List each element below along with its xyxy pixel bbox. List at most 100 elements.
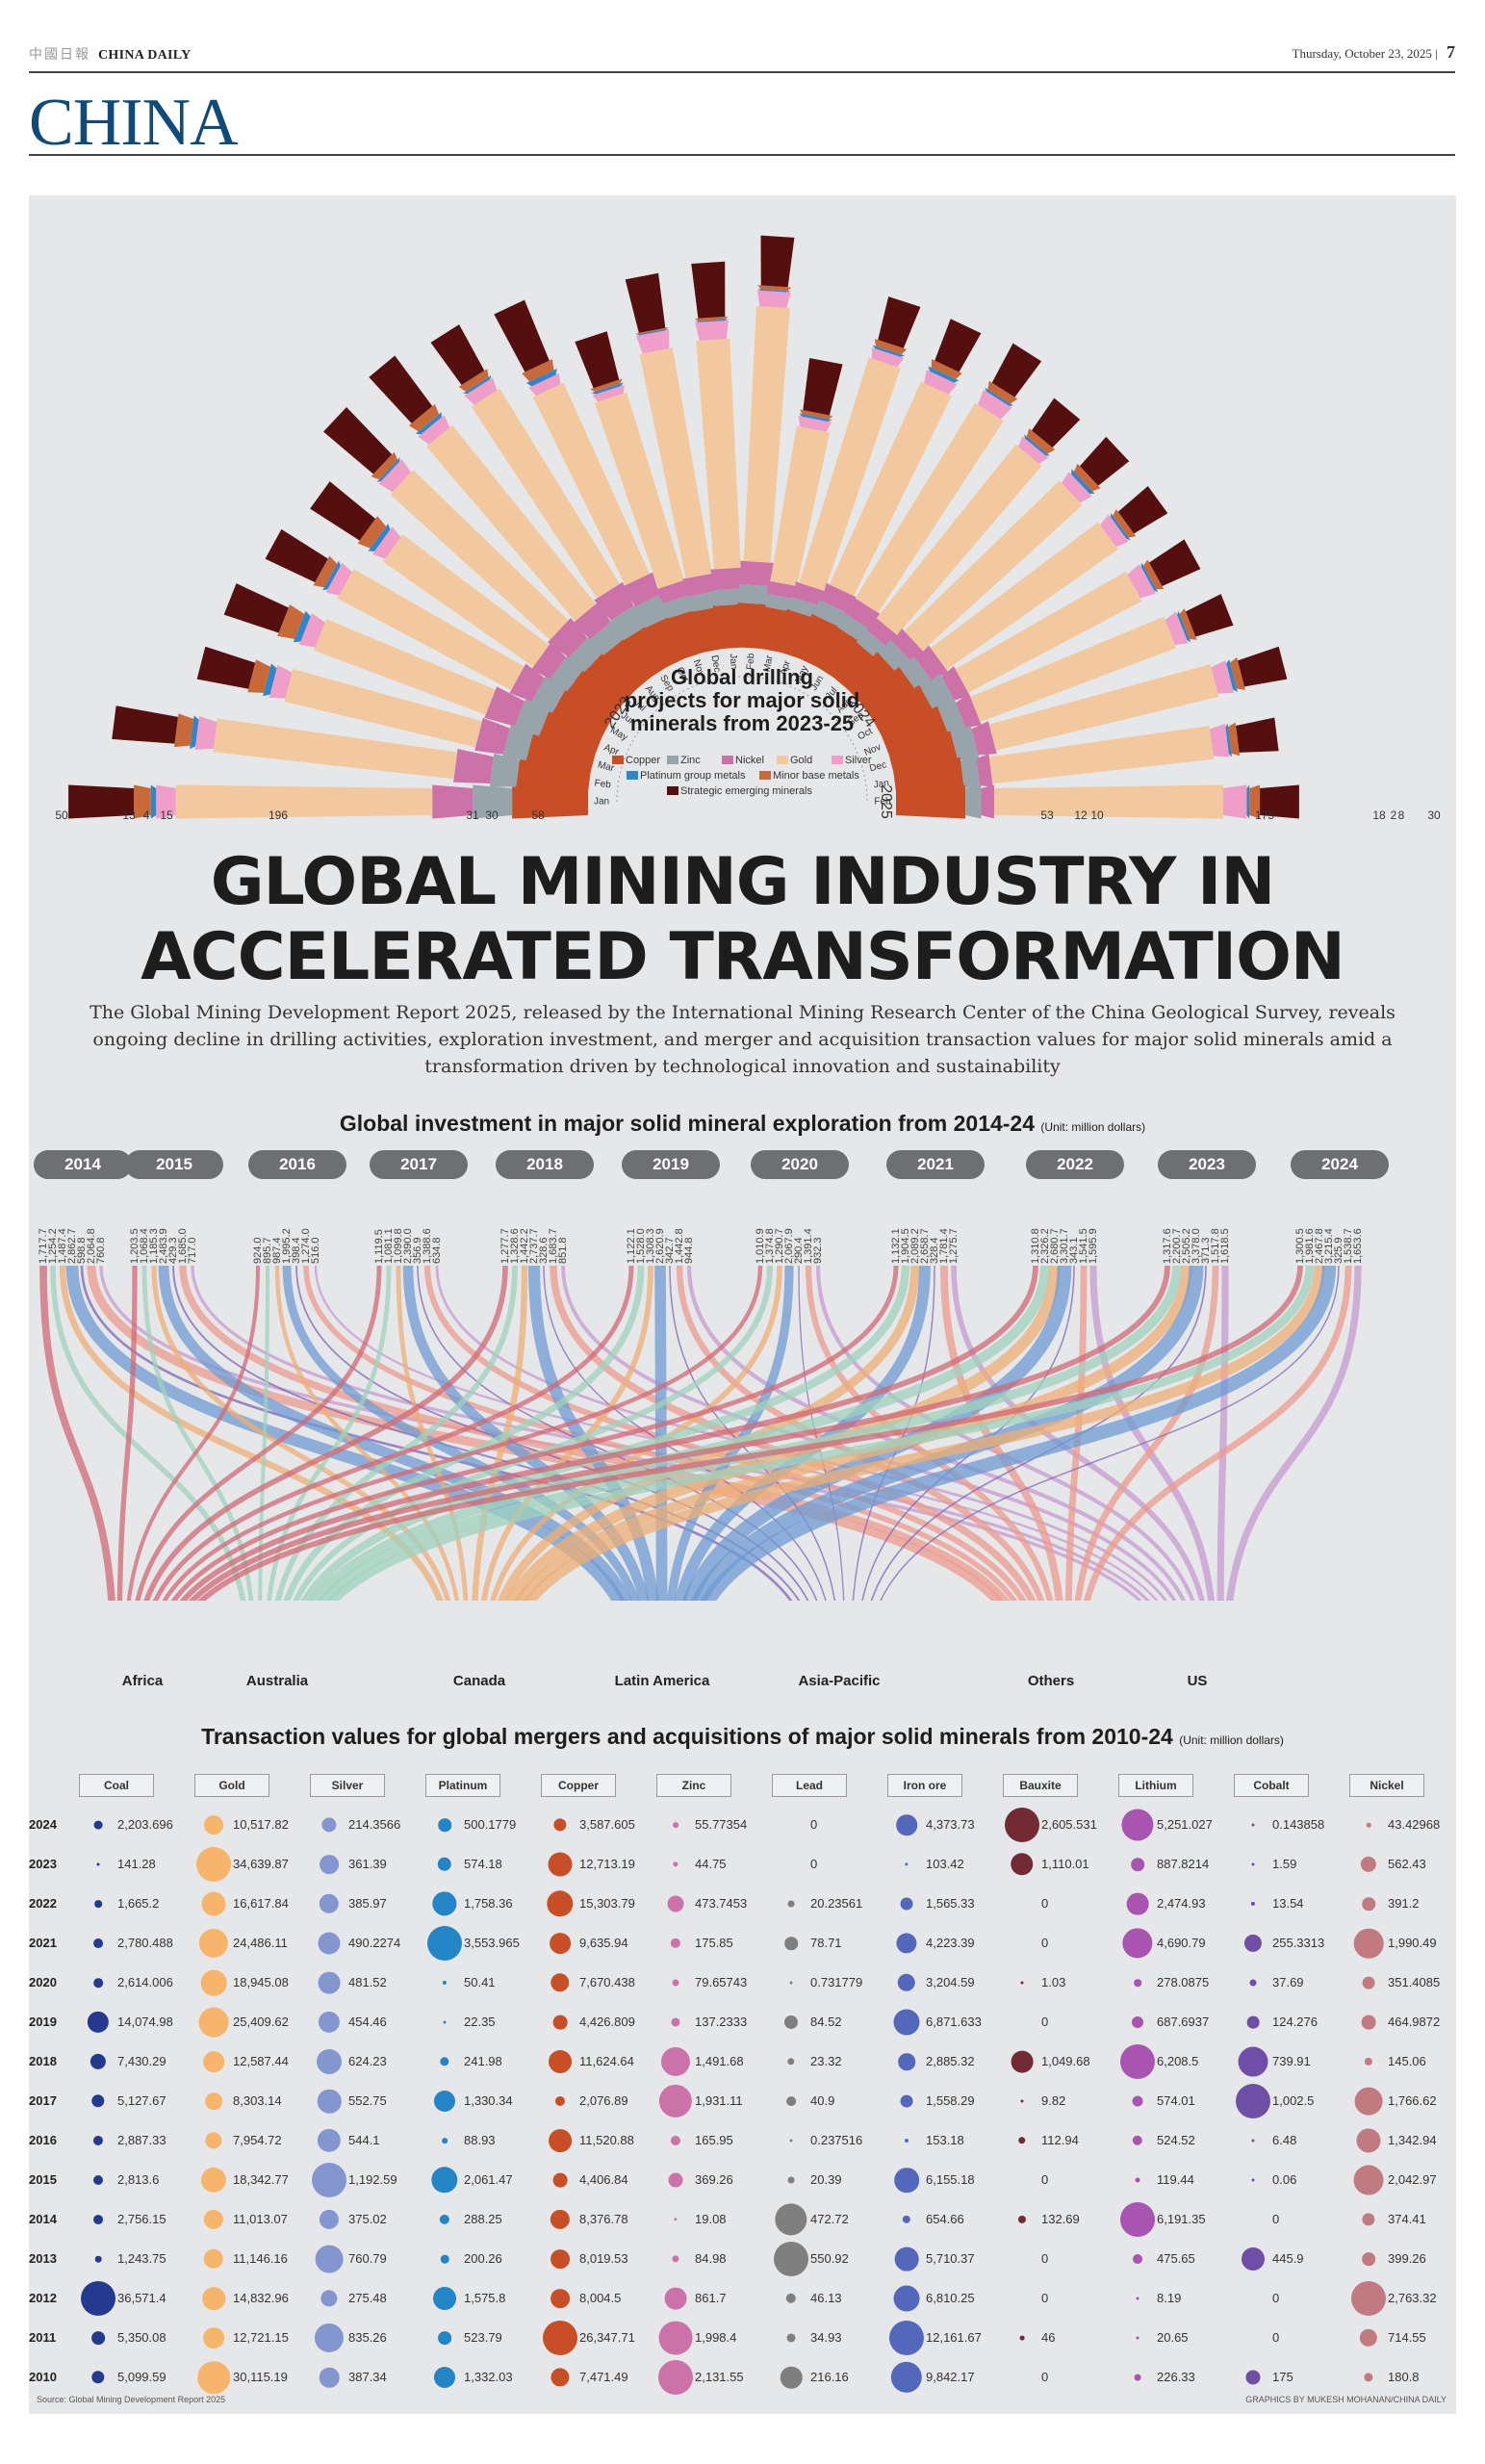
cell-value: 241.98 bbox=[464, 2054, 502, 2068]
year-values: 1,277.7 1,328.6 1,442.2 2,737.7 328.6 1,683.7… bbox=[499, 1187, 569, 1264]
bar-segment bbox=[685, 590, 719, 612]
value-bubble bbox=[93, 1938, 103, 1948]
flow-line bbox=[402, 1265, 650, 1601]
value-bubble bbox=[786, 2333, 796, 2343]
bar-segment bbox=[1226, 658, 1238, 692]
flow-line bbox=[267, 1265, 392, 1601]
row-year: 2020 bbox=[29, 1975, 57, 1989]
cell-value: 226.33 bbox=[1157, 2370, 1195, 2384]
flow-line bbox=[1089, 1265, 1216, 1601]
bar-segment bbox=[938, 699, 967, 735]
flow-line bbox=[191, 1265, 1150, 1601]
value-bubble bbox=[196, 1847, 231, 1882]
cell-value: 375.02 bbox=[348, 2212, 387, 2226]
value-bubble bbox=[550, 2368, 570, 2387]
bar-segment bbox=[581, 650, 639, 706]
bar-segment bbox=[173, 713, 194, 748]
cell-value: 11,624.64 bbox=[579, 2054, 634, 2068]
value-bubble bbox=[1134, 2374, 1141, 2381]
bar-segment bbox=[1149, 539, 1201, 586]
cell-value: 2,763.32 bbox=[1388, 2291, 1437, 2305]
year-arc bbox=[616, 676, 868, 803]
bar-segment bbox=[880, 706, 950, 758]
bar-segment bbox=[484, 686, 525, 727]
cell-value: 1,758.36 bbox=[464, 1896, 513, 1911]
value-bubble bbox=[1132, 2016, 1143, 2028]
cell-value: 200.26 bbox=[464, 2251, 502, 2266]
cell-value: 288.25 bbox=[464, 2212, 502, 2226]
value-label: 15 bbox=[160, 808, 173, 822]
cell-value: 8,004.5 bbox=[579, 2291, 622, 2305]
cell-value: 550.92 bbox=[810, 2251, 849, 2266]
bar-segment bbox=[1179, 608, 1197, 640]
cell-value: 739.91 bbox=[1272, 2054, 1311, 2068]
value-bubble bbox=[1361, 2015, 1376, 2030]
value-bubble bbox=[670, 1938, 681, 1949]
bar-segment bbox=[892, 628, 926, 662]
brand-chinese: 中國日報 bbox=[29, 48, 90, 63]
bar-segment bbox=[299, 613, 325, 648]
bar-segment bbox=[1143, 559, 1165, 590]
bar-segment bbox=[1228, 722, 1241, 757]
value-bubble bbox=[660, 2046, 691, 2077]
flow-line bbox=[815, 1265, 1195, 1601]
bar-segment bbox=[635, 328, 670, 336]
bar-segment bbox=[369, 355, 433, 424]
bar-segment bbox=[175, 784, 433, 819]
cell-value: 0 bbox=[1041, 2251, 1049, 2266]
bar-segment bbox=[764, 593, 798, 612]
bar-segment bbox=[789, 596, 824, 619]
bar-segment bbox=[463, 374, 492, 395]
column-header: Gold bbox=[194, 1774, 269, 1797]
cell-value: 88.93 bbox=[464, 2133, 496, 2147]
cell-value: 524.52 bbox=[1157, 2133, 1195, 2147]
cell-value: 275.48 bbox=[348, 2291, 387, 2305]
cell-value: 278.0875 bbox=[1157, 1975, 1210, 1989]
bar-segment bbox=[829, 381, 952, 597]
bar-segment bbox=[1026, 427, 1056, 454]
value-bubble bbox=[1366, 1822, 1371, 1828]
cell-value: 3,587.605 bbox=[579, 1817, 635, 1832]
bar-segment bbox=[760, 235, 795, 288]
graphics-credit: GRAPHICS BY MUKESH MOHANAN/CHINA DAILY bbox=[1245, 2395, 1447, 2404]
region-label: Australia bbox=[245, 1673, 309, 1689]
flow-line bbox=[172, 1265, 800, 1601]
cell-value: 2,614.006 bbox=[117, 1975, 173, 1989]
cell-value: 1.03 bbox=[1041, 1975, 1066, 1989]
cell-value: 20.23561 bbox=[810, 1896, 863, 1911]
value-bubble bbox=[1132, 2135, 1143, 2146]
flow-line bbox=[308, 1265, 1051, 1601]
value-bubble bbox=[784, 1937, 798, 1950]
value-bubble bbox=[550, 2249, 570, 2269]
cell-value: 78.71 bbox=[810, 1936, 842, 1950]
cell-value: 5,350.08 bbox=[117, 2330, 166, 2345]
flow-line bbox=[126, 1265, 261, 1601]
flow-line bbox=[179, 1265, 1038, 1601]
masthead: 中國日報 CHINA DAILY Thursday, October 23, 20… bbox=[29, 38, 1455, 73]
column-header: Iron ore bbox=[887, 1774, 962, 1797]
legend-item: Minor base metals bbox=[773, 770, 859, 782]
bar-segment bbox=[550, 686, 614, 740]
flow-line bbox=[423, 1265, 1027, 1601]
cell-value: 1,110.01 bbox=[1041, 1857, 1089, 1871]
month-label: Feb bbox=[874, 797, 891, 808]
bar-segment bbox=[896, 784, 966, 819]
legend-item: Copper bbox=[626, 755, 660, 766]
value-bubble bbox=[1351, 2281, 1386, 2316]
bar-segment bbox=[525, 368, 557, 387]
legend-item: Silver bbox=[845, 755, 872, 766]
cell-value: 3,204.59 bbox=[926, 1975, 975, 1989]
value-bubble bbox=[320, 2290, 338, 2307]
bar-segment bbox=[799, 413, 832, 422]
drilling-bar bbox=[777, 296, 921, 660]
bar-segment bbox=[696, 338, 741, 570]
cell-value: 26,347.71 bbox=[579, 2330, 635, 2345]
cell-value: 23.32 bbox=[810, 2054, 842, 2068]
value-bubble bbox=[317, 2089, 342, 2114]
bar-segment bbox=[471, 388, 620, 599]
bar-segment bbox=[956, 693, 982, 729]
flow-line bbox=[87, 1265, 1003, 1601]
column-header: Bauxite bbox=[1003, 1774, 1078, 1797]
cell-value: 46.13 bbox=[810, 2291, 842, 2305]
value-bubble bbox=[889, 2321, 924, 2355]
